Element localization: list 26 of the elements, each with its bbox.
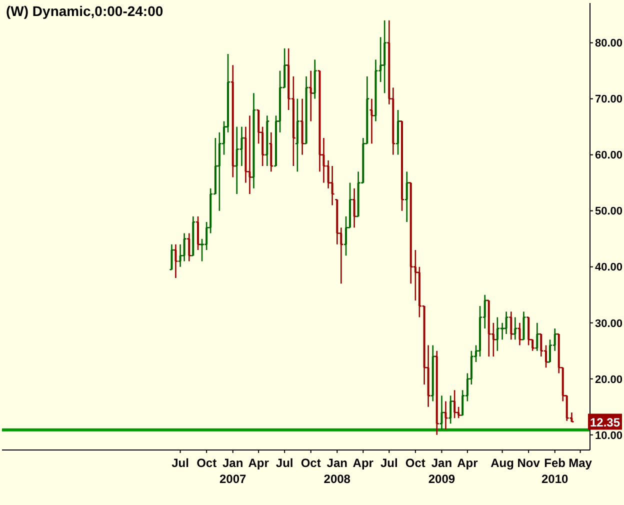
x-tick-label: Jan 2009 — [428, 456, 456, 486]
y-tick-label: 60.00 — [595, 150, 623, 162]
x-tick-label: Oct — [300, 456, 321, 470]
x-tick-label: Oct — [405, 456, 426, 470]
x-tick-label: Feb 2010 — [542, 456, 569, 486]
x-tick-label: Apr — [352, 456, 374, 470]
x-tick-label: Jul — [380, 456, 398, 470]
y-tick-label: 30.00 — [595, 318, 623, 330]
x-tick-label: May — [568, 456, 592, 470]
y-tick-label: 50.00 — [595, 206, 623, 218]
chart-title: (W) Dynamic,0:00-24:00 — [6, 3, 164, 19]
x-tick-label: Jan 2007 — [220, 456, 247, 486]
annotation: 12.35 — [590, 416, 620, 430]
x-tick-label: Aug — [490, 456, 514, 470]
x-tick-label: Apr — [248, 456, 270, 470]
x-tick-label: Jul — [172, 456, 189, 470]
x-tick-label: Jul — [276, 456, 294, 470]
y-tick-label: 10.00 — [595, 430, 623, 442]
y-tick-label: 70.00 — [595, 94, 623, 106]
x-tick-label: Jan 2008 — [324, 456, 351, 486]
y-tick-label: 80.00 — [595, 38, 623, 50]
x-tick-label: Oct — [196, 456, 217, 470]
y-tick-label: 40.00 — [595, 262, 623, 274]
x-tick-label: Nov — [517, 456, 540, 470]
x-tick-label: Apr — [457, 456, 478, 470]
y-tick-label: 20.00 — [595, 374, 623, 386]
